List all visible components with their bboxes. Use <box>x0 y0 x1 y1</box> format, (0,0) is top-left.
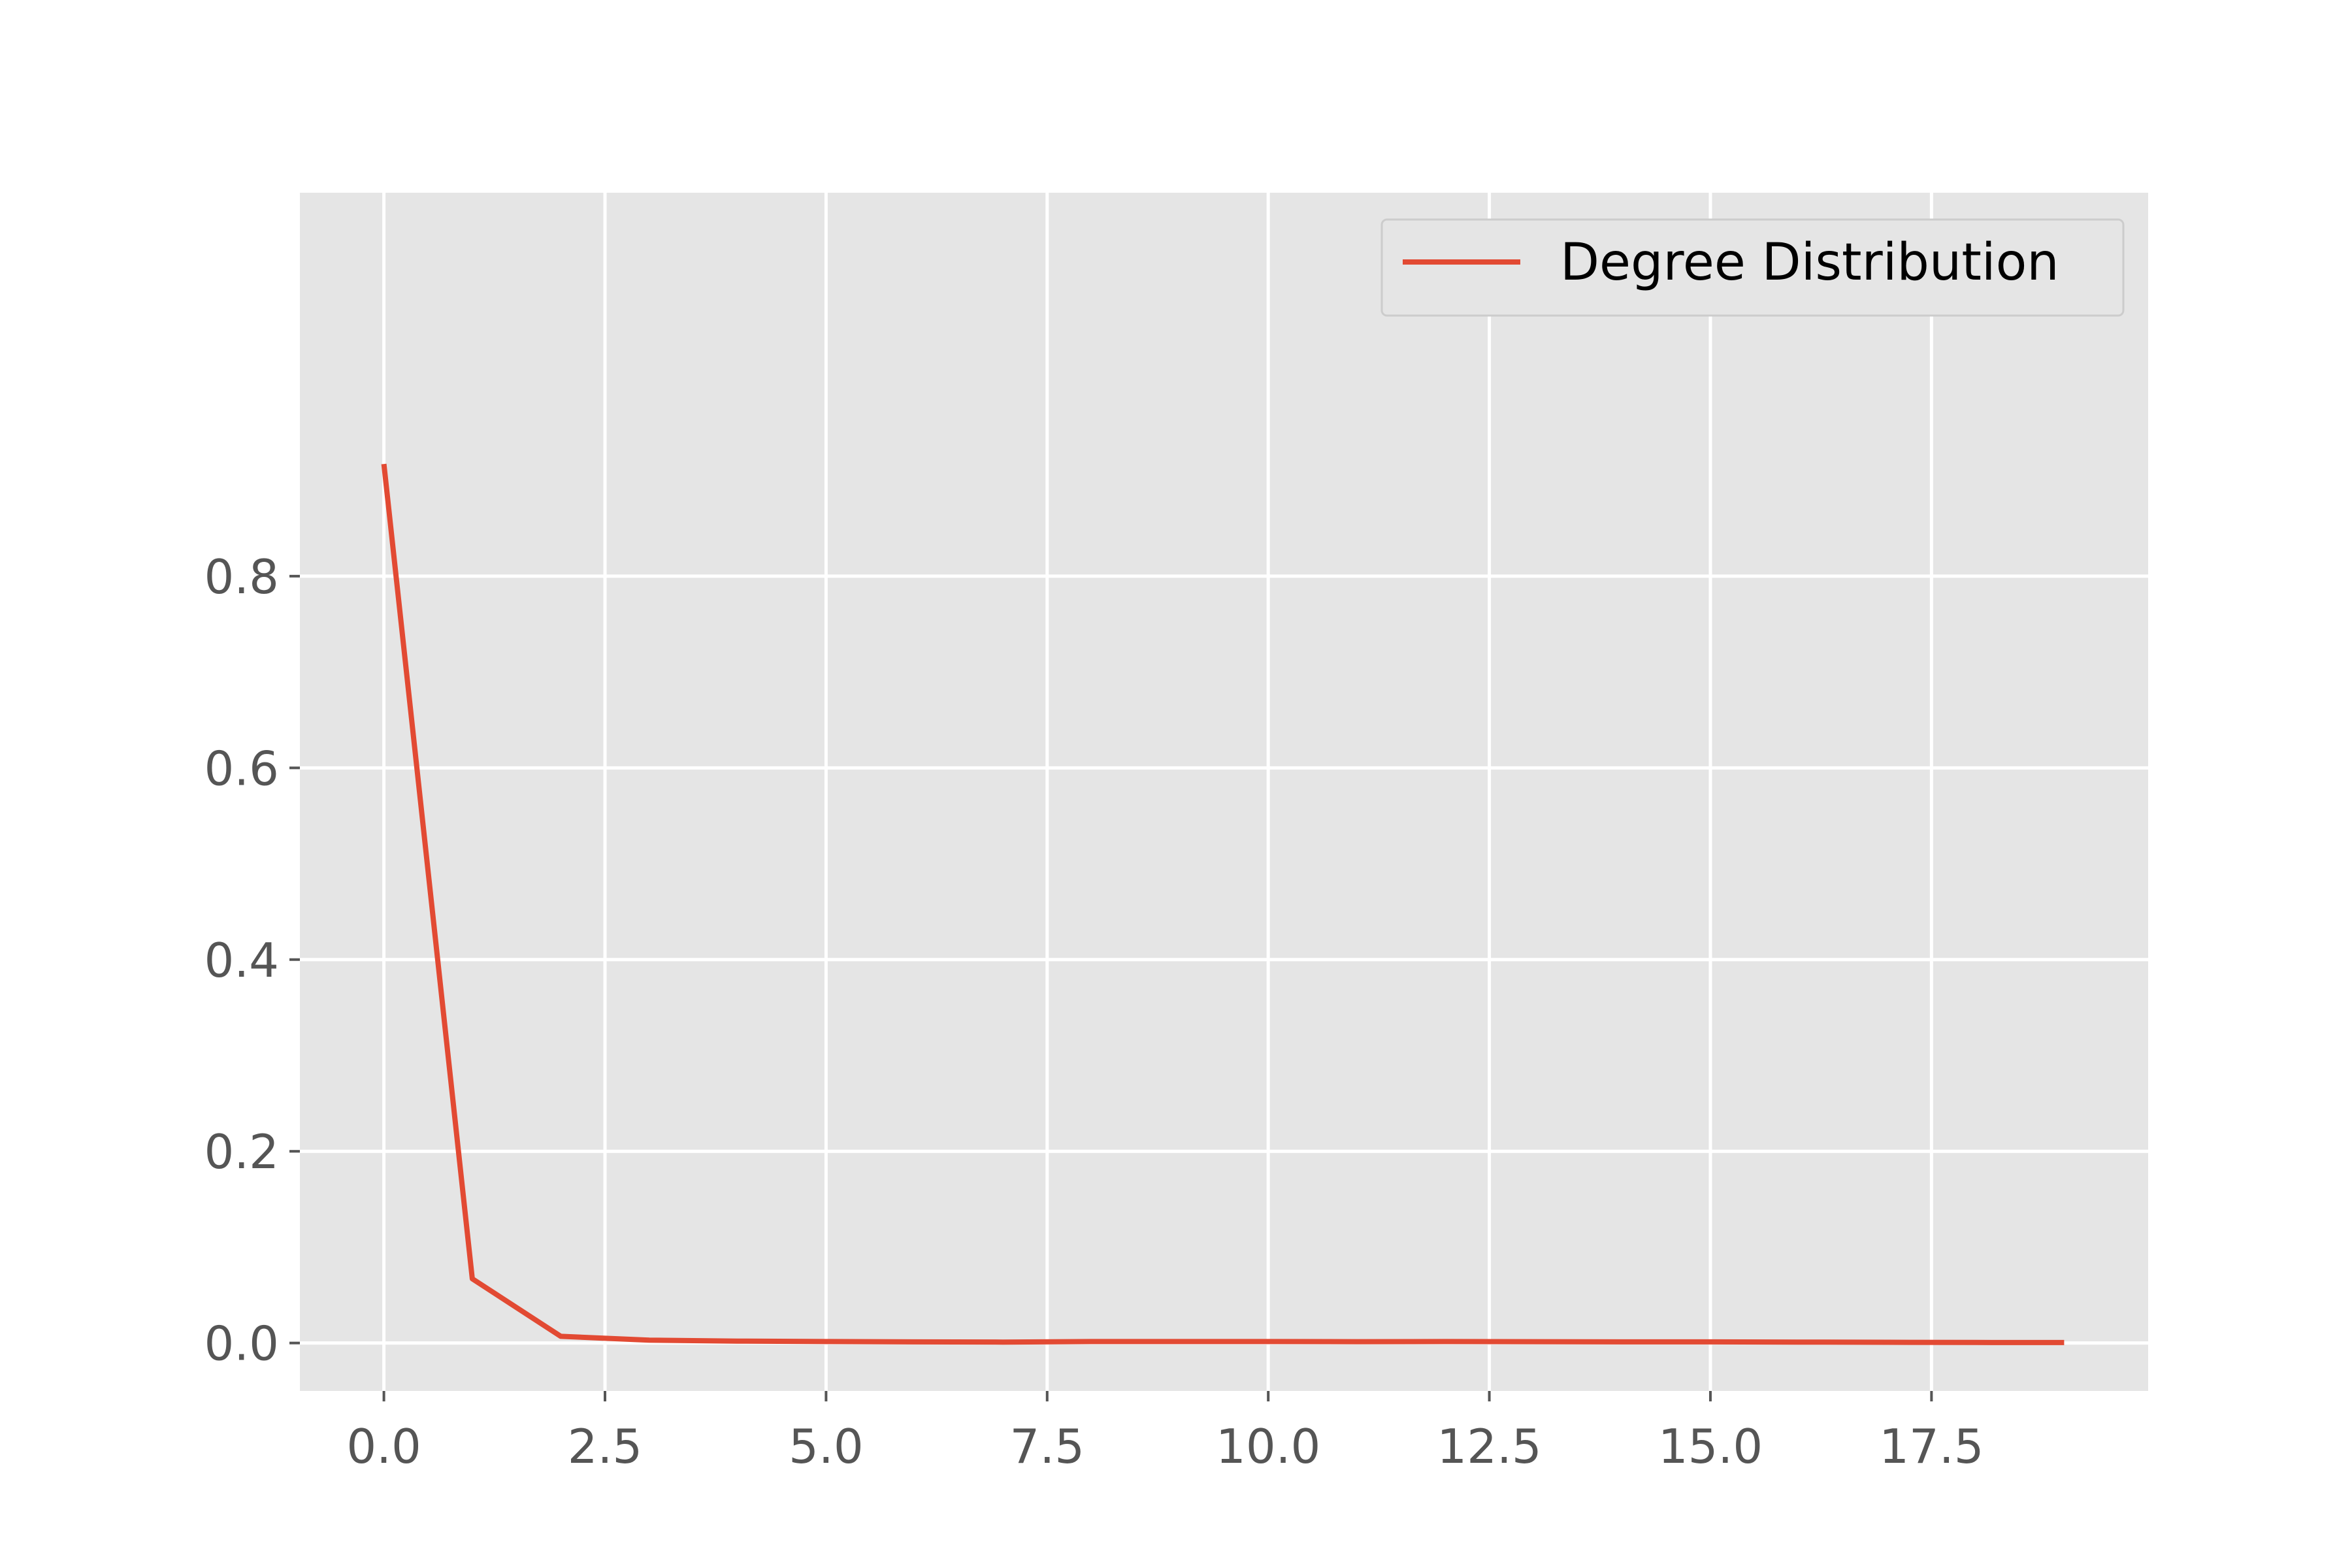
x-tick-label: 5.0 <box>789 1419 864 1474</box>
legend: Degree Distribution <box>1380 218 2125 317</box>
legend-box <box>1380 218 2125 317</box>
y-tick-label: 0.6 <box>204 741 279 796</box>
x-tick-label: 2.5 <box>568 1419 643 1474</box>
series-layer <box>381 463 2065 1345</box>
legend-label: Degree Distribution <box>1560 233 2059 292</box>
x-tick-label: 17.5 <box>1879 1419 1984 1474</box>
x-tick-label: 0.0 <box>346 1419 421 1474</box>
axis-ticks: 0.0 2.5 5.0 7.5 10.0 12.5 15.0 17.5 0.0 0.2 0.4 0.6… <box>204 549 1984 1474</box>
x-tick-label: 15.0 <box>1658 1419 1763 1474</box>
x-tick-label: 12.5 <box>1437 1419 1541 1474</box>
y-tick-label: 0.0 <box>204 1316 279 1371</box>
y-tick-label: 0.4 <box>204 933 279 988</box>
series-line-degree-distribution <box>381 463 2065 1345</box>
y-tick-label: 0.2 <box>204 1124 279 1179</box>
x-tick-label: 10.0 <box>1216 1419 1320 1474</box>
y-tick-label: 0.8 <box>204 549 279 604</box>
x-tick-label: 7.5 <box>1010 1419 1085 1474</box>
plot-background <box>300 193 2148 1391</box>
